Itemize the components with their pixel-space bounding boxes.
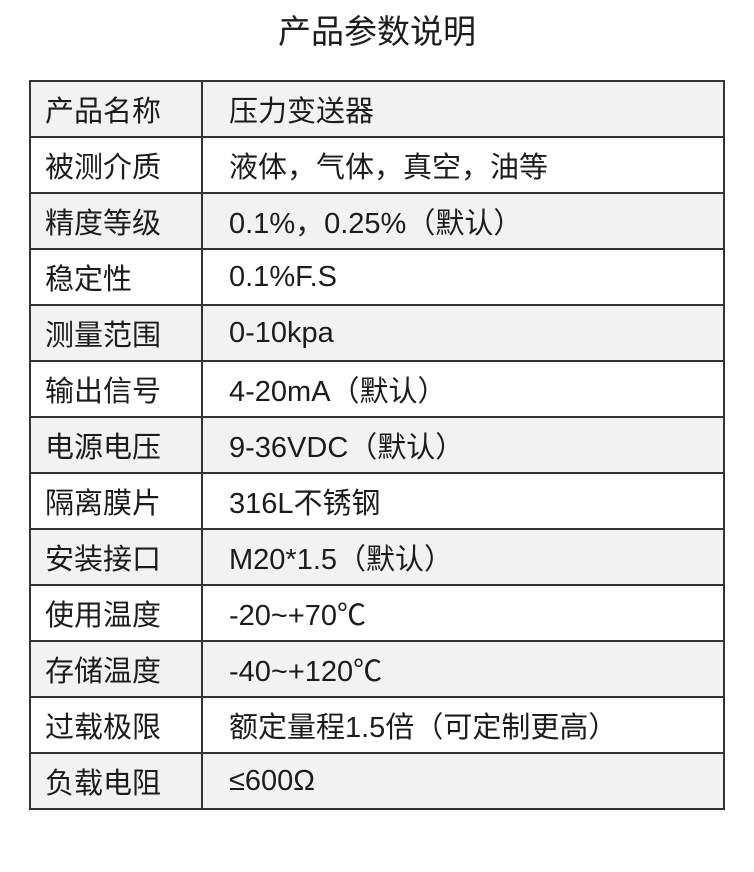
spec-label-cell: 输出信号 (29, 360, 203, 418)
spec-label-cell: 稳定性 (29, 248, 203, 306)
table-row: 精度等级 0.1%，0.25%（默认） (29, 192, 725, 250)
spec-value-cell: ≤600Ω (201, 752, 725, 810)
spec-label-cell: 隔离膜片 (29, 472, 203, 530)
spec-value-cell: 压力变送器 (201, 80, 725, 138)
table-row: 产品名称 压力变送器 (29, 80, 725, 138)
spec-value-cell: 9-36VDC（默认） (201, 416, 725, 474)
spec-value-cell: 4-20mA（默认） (201, 360, 725, 418)
table-row: 被测介质 液体，气体，真空，油等 (29, 136, 725, 194)
spec-label-cell: 过载极限 (29, 696, 203, 754)
spec-label-cell: 存储温度 (29, 640, 203, 698)
table-row: 电源电压 9-36VDC（默认） (29, 416, 725, 474)
spec-value-cell: 316L不锈钢 (201, 472, 725, 530)
page-title: 产品参数说明 (278, 13, 476, 50)
spec-label-cell: 负载电阻 (29, 752, 203, 810)
spec-value-cell: 额定量程1.5倍（可定制更高） (201, 696, 725, 754)
table-row: 输出信号 4-20mA（默认） (29, 360, 725, 418)
spec-label-cell: 测量范围 (29, 304, 203, 362)
table-row: 过载极限 额定量程1.5倍（可定制更高） (29, 696, 725, 754)
table-row: 测量范围 0-10kpa (29, 304, 725, 362)
spec-table-body: 产品名称 压力变送器 被测介质 液体，气体，真空，油等 精度等级 0.1%，0.25%（默… (29, 80, 725, 810)
spec-value-cell: -40~+120℃ (201, 640, 725, 698)
table-row: 隔离膜片 316L不锈钢 (29, 472, 725, 530)
spec-value-cell: 0-10kpa (201, 304, 725, 362)
spec-table: 产品名称 压力变送器 被测介质 液体，气体，真空，油等 精度等级 0.1%，0.25%（默… (29, 80, 725, 810)
spec-label-cell: 使用温度 (29, 584, 203, 642)
spec-value-cell: 液体，气体，真空，油等 (201, 136, 725, 194)
spec-value-cell: 0.1%，0.25%（默认） (201, 192, 725, 250)
spec-label-cell: 安装接口 (29, 528, 203, 586)
spec-value-cell: 0.1%F.S (201, 248, 725, 306)
table-row: 存储温度 -40~+120℃ (29, 640, 725, 698)
spec-value-cell: -20~+70℃ (201, 584, 725, 642)
product-spec-page: 产品参数说明 产品名称 压力变送器 被测介质 液体，气体，真空，油等 精度等级 0.1%，… (0, 12, 754, 810)
table-row: 负载电阻 ≤600Ω (29, 752, 725, 810)
spec-label-cell: 产品名称 (29, 80, 203, 138)
table-row: 稳定性 0.1%F.S (29, 248, 725, 306)
spec-value-cell: M20*1.5（默认） (201, 528, 725, 586)
spec-label-cell: 被测介质 (29, 136, 203, 194)
table-row: 安装接口 M20*1.5（默认） (29, 528, 725, 586)
table-row: 使用温度 -20~+70℃ (29, 584, 725, 642)
spec-label-cell: 精度等级 (29, 192, 203, 250)
spec-label-cell: 电源电压 (29, 416, 203, 474)
